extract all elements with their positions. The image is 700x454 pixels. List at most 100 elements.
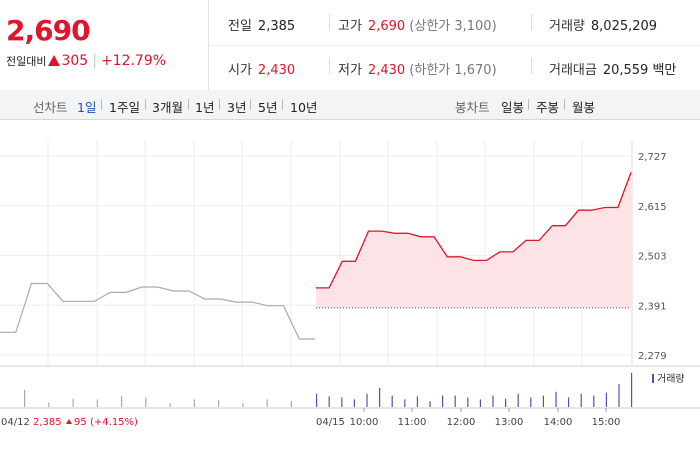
volume-bar bbox=[379, 388, 381, 407]
volume-bar bbox=[530, 397, 532, 407]
volume-bar bbox=[442, 395, 444, 407]
prev-close-stat: 전일 2,385 bbox=[228, 19, 296, 34]
volume-bar bbox=[505, 398, 507, 407]
prev-day-close: 2,385 bbox=[33, 417, 62, 428]
x-tick-label: 10:00 bbox=[350, 417, 379, 428]
volume-stat: 거래량 8,025,209 bbox=[549, 19, 658, 34]
quote-header: 2,690 전일대비 305 | +12.79% 전일 2,385 고가 2,690 (상… bbox=[0, 0, 700, 91]
volume-legend-swatch bbox=[652, 374, 654, 383]
high-stat: 고가 2,690 (상한가 3,100) bbox=[338, 19, 497, 34]
chart-period-toolbar: 선차트 1일 1주일 3개월 1년 3년 5년 10년 봉차트 일봉 주봉 월봉 bbox=[0, 90, 700, 120]
change-value: 305 bbox=[61, 53, 89, 69]
separator bbox=[282, 99, 283, 110]
y-tick-label: 2,391 bbox=[638, 301, 667, 312]
candle-weekly[interactable]: 주봉 bbox=[536, 100, 560, 115]
volume-bar bbox=[467, 397, 469, 407]
x-date-label: 04/12 bbox=[1, 417, 30, 428]
volume-bar bbox=[266, 399, 268, 407]
period-1y[interactable]: 1년 bbox=[195, 100, 215, 115]
period-1w[interactable]: 1주일 bbox=[109, 100, 140, 115]
line-chart-label: 선차트 bbox=[33, 100, 68, 115]
divider: | bbox=[92, 53, 97, 69]
stats-divider bbox=[209, 45, 700, 46]
y-tick-label: 2,279 bbox=[638, 351, 667, 362]
separator bbox=[219, 99, 220, 110]
volume-bar bbox=[517, 393, 519, 407]
volume-bar bbox=[580, 393, 582, 407]
volume-bar bbox=[492, 395, 494, 407]
volume-bar bbox=[366, 393, 368, 407]
separator bbox=[250, 99, 251, 110]
amount-stat: 거래대금 20,559 백만 bbox=[549, 63, 677, 78]
separator bbox=[145, 99, 146, 110]
volume-legend-label: 거래량 bbox=[657, 373, 685, 385]
up-triangle-icon bbox=[48, 55, 61, 66]
candle-daily[interactable]: 일봉 bbox=[501, 100, 525, 115]
separator bbox=[329, 58, 330, 74]
y-tick-label: 2,615 bbox=[638, 202, 667, 213]
volume-bar bbox=[631, 372, 633, 407]
candle-monthly[interactable]: 월봉 bbox=[572, 100, 596, 115]
x-tick-label: 13:00 bbox=[495, 417, 524, 428]
period-3y[interactable]: 3년 bbox=[227, 100, 247, 115]
volume-bar bbox=[24, 389, 26, 407]
change-rate: +12.79% bbox=[100, 53, 167, 69]
volume-bar bbox=[328, 396, 330, 407]
period-3m[interactable]: 3개월 bbox=[152, 100, 183, 115]
current-price-box: 2,690 전일대비 305 | +12.79% bbox=[0, 0, 209, 90]
y-tick-label: 2,503 bbox=[638, 252, 667, 263]
volume-bar bbox=[391, 395, 393, 407]
volume-bar bbox=[96, 399, 98, 407]
price-change: 전일대비 305 | +12.79% bbox=[6, 53, 166, 69]
separator bbox=[531, 58, 532, 74]
volume-bar bbox=[429, 401, 431, 407]
separator bbox=[528, 99, 529, 110]
volume-bar bbox=[72, 398, 74, 407]
prev-day-series bbox=[0, 282, 315, 340]
today-area bbox=[316, 172, 631, 308]
change-label: 전일대비 bbox=[6, 55, 47, 68]
today-series bbox=[316, 172, 632, 289]
volume-bar bbox=[353, 399, 355, 407]
volume-bar bbox=[341, 397, 343, 407]
volume-bar bbox=[555, 391, 557, 407]
separator bbox=[531, 14, 532, 30]
volume-bar bbox=[454, 395, 456, 407]
quote-stats: 전일 2,385 고가 2,690 (상한가 3,100) 거래량 8,025,209… bbox=[209, 0, 700, 90]
candle-chart-label: 봉차트 bbox=[455, 100, 490, 115]
separator bbox=[564, 99, 565, 110]
volume-bar bbox=[316, 393, 318, 407]
volume-bar bbox=[48, 402, 50, 407]
open-stat: 시가 2,430 bbox=[228, 63, 296, 78]
x-tick-label: 15:00 bbox=[592, 417, 621, 428]
volume-bar bbox=[568, 397, 570, 407]
current-price: 2,690 bbox=[6, 14, 91, 47]
period-1d[interactable]: 1일 bbox=[77, 100, 97, 115]
period-10y[interactable]: 10년 bbox=[290, 100, 318, 115]
up-triangle-icon bbox=[66, 419, 72, 424]
y-tick-label: 2,727 bbox=[638, 152, 667, 163]
x-date-label: 04/15 bbox=[316, 417, 345, 428]
x-tick-label: 14:00 bbox=[544, 417, 573, 428]
volume-bar bbox=[193, 399, 195, 407]
volume-bar bbox=[618, 384, 620, 407]
volume-bar bbox=[404, 399, 406, 407]
volume-bar bbox=[218, 400, 220, 407]
x-tick-label: 11:00 bbox=[398, 417, 427, 428]
volume-bar bbox=[605, 392, 607, 407]
prev-day-rate: (+4.15%) bbox=[90, 417, 138, 428]
prev-day-change: 95 bbox=[74, 417, 87, 428]
volume-bar bbox=[416, 396, 418, 407]
price-chart: 2,727 2,615 2,503 2,391 2,279 거래량 04/12 2,385 95… bbox=[0, 120, 700, 450]
volume-bar bbox=[479, 399, 481, 407]
volume-bar bbox=[542, 395, 544, 407]
volume-bar bbox=[593, 395, 595, 407]
separator bbox=[329, 14, 330, 30]
separator bbox=[101, 99, 102, 110]
volume-bar bbox=[145, 397, 147, 407]
period-5y[interactable]: 5년 bbox=[258, 100, 278, 115]
chart-svg: 2,727 2,615 2,503 2,391 2,279 거래량 04/12 2,385 95… bbox=[0, 140, 700, 428]
low-stat: 저가 2,430 (하한가 1,670) bbox=[338, 63, 497, 78]
volume-bar bbox=[290, 401, 292, 407]
volume-bar bbox=[121, 395, 123, 407]
